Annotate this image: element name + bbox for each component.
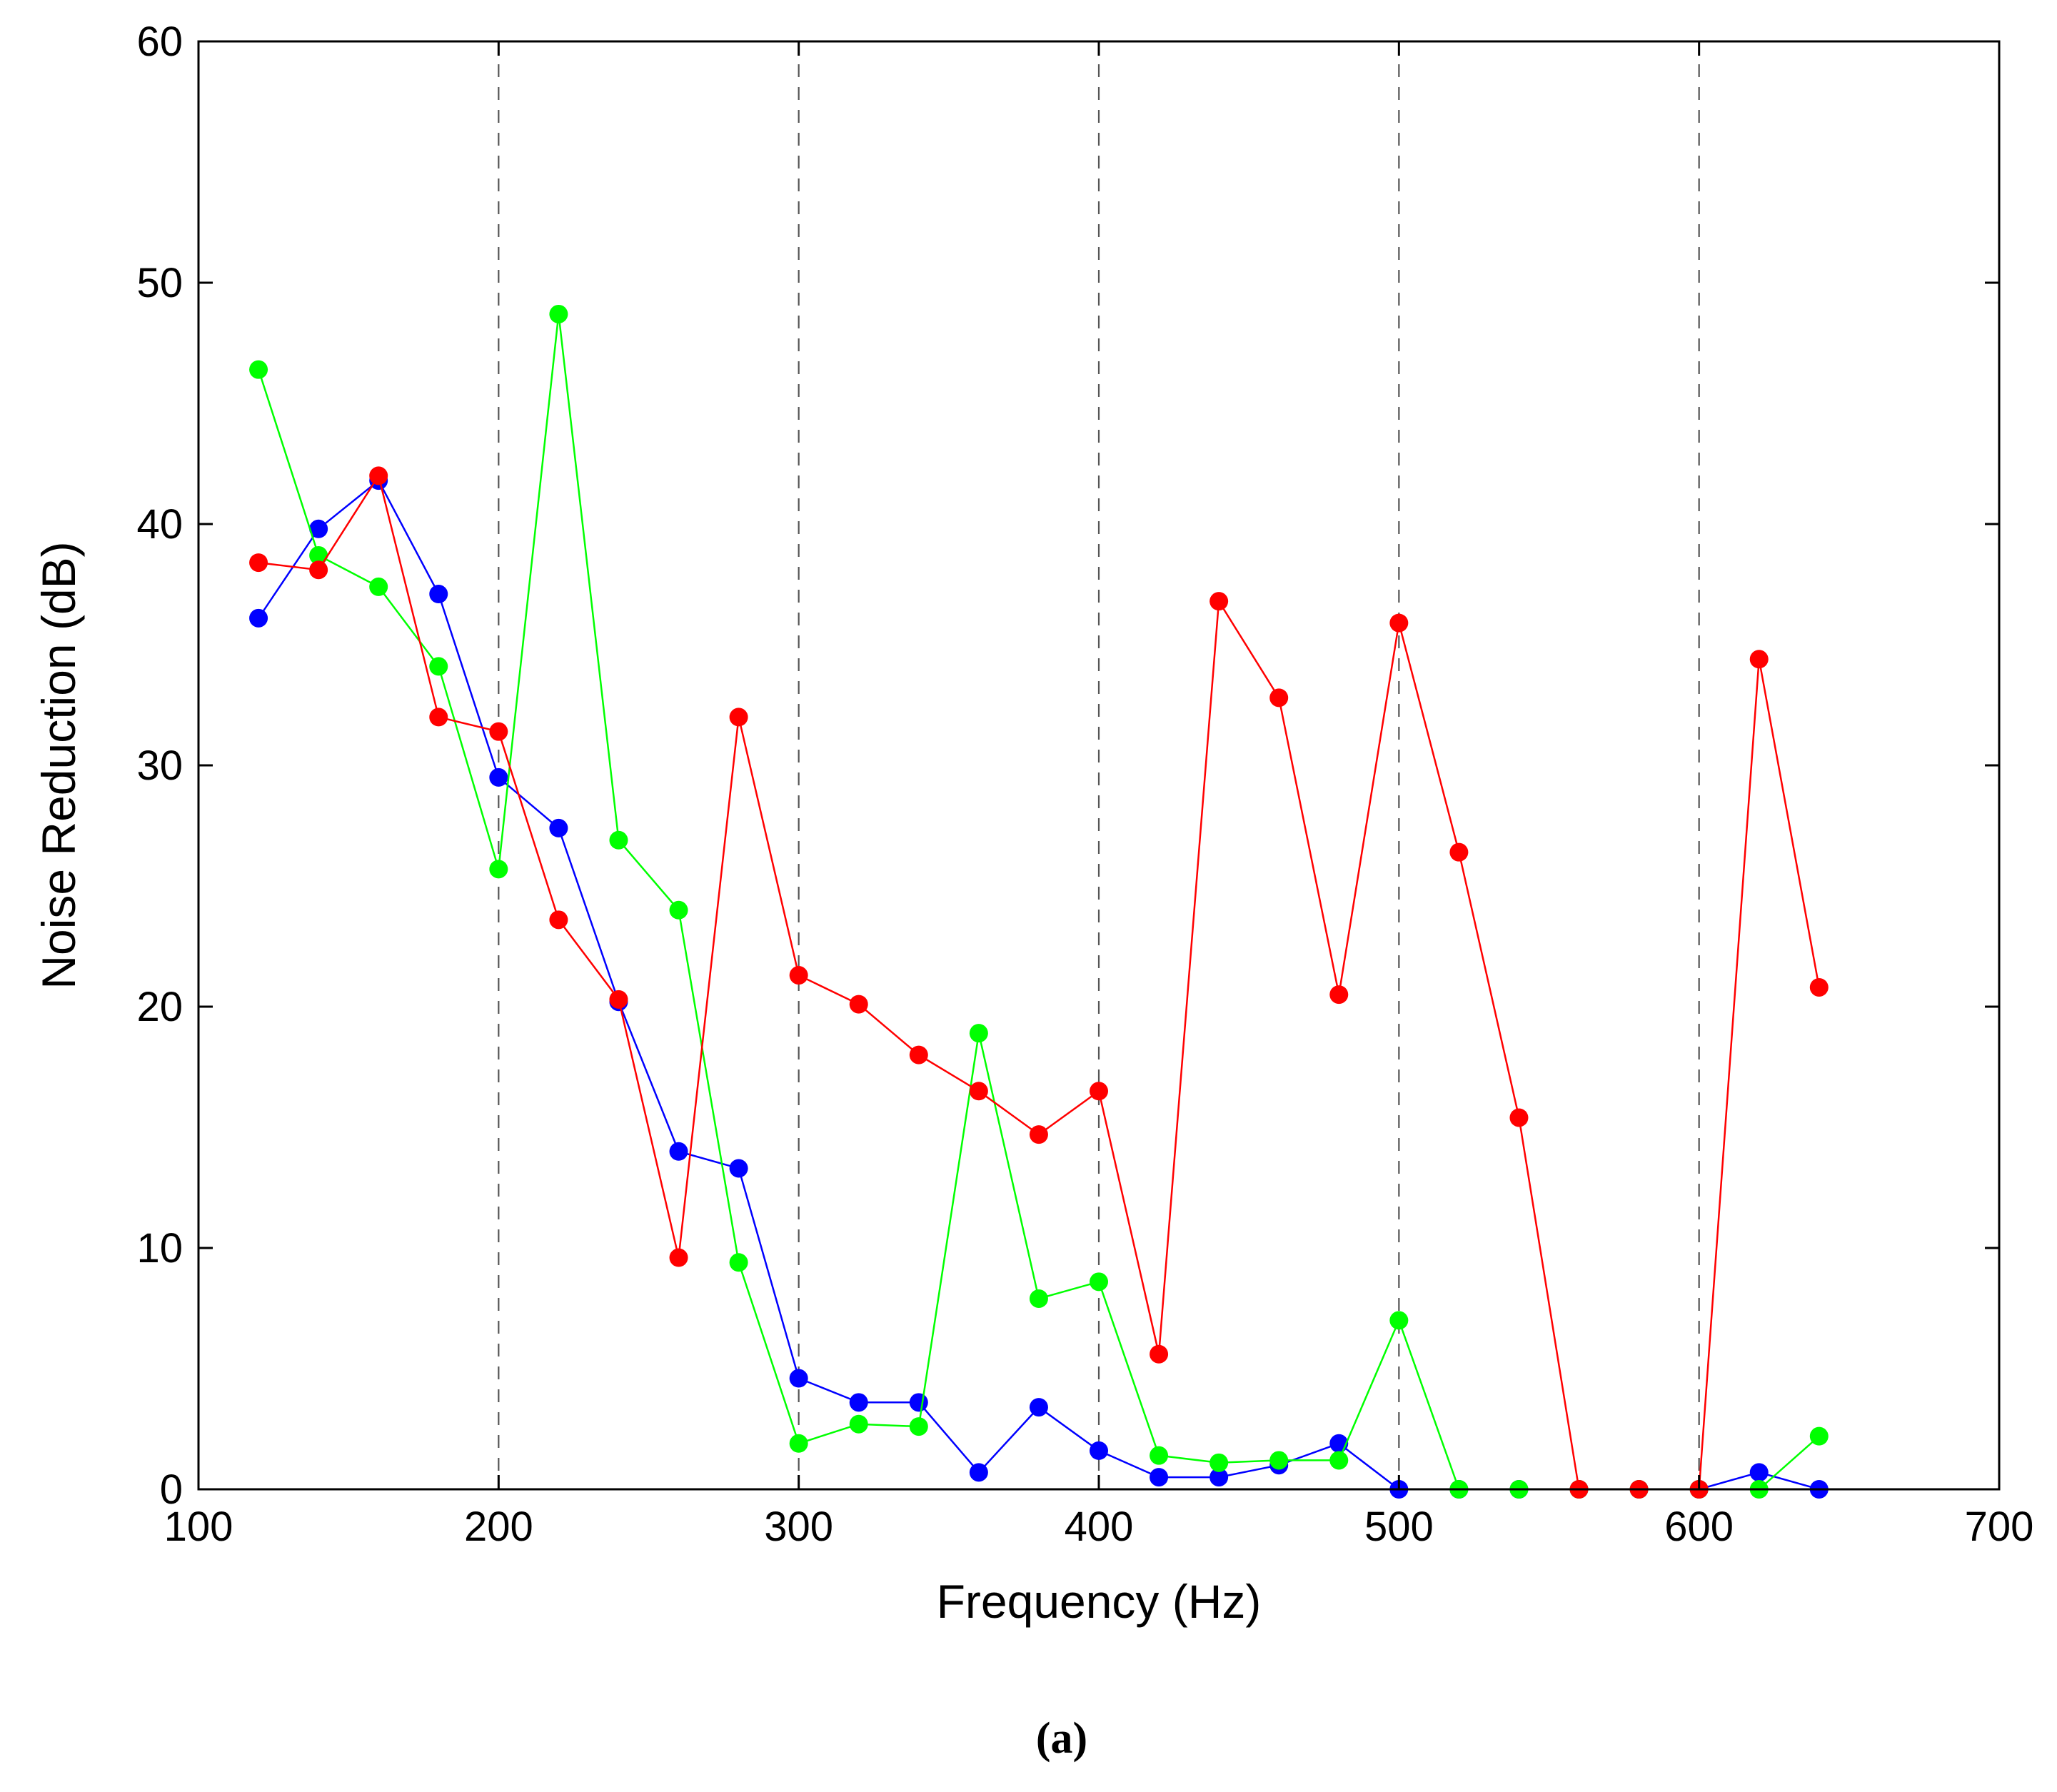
series-green (249, 304, 1829, 1499)
data-point-red (969, 1082, 988, 1101)
data-point-blue (849, 1393, 868, 1412)
figure-caption: (a) (1036, 1714, 1087, 1763)
data-point-red (1150, 1344, 1169, 1364)
data-point-blue (1150, 1468, 1169, 1487)
y-tick-label: 60 (136, 19, 183, 65)
data-point-red (429, 708, 448, 727)
data-point-blue (1749, 1463, 1769, 1482)
y-axis-label: Noise Reduction (dB) (32, 541, 85, 989)
data-point-red (309, 560, 328, 580)
data-point-red (1749, 650, 1769, 669)
data-point-red (849, 995, 868, 1014)
data-point-green (1329, 1451, 1349, 1470)
y-tick-label: 0 (160, 1466, 183, 1513)
data-point-blue (309, 519, 328, 538)
data-point-green (1150, 1446, 1169, 1465)
data-point-green (1090, 1272, 1108, 1292)
data-point-blue (489, 767, 508, 787)
y-tick-label: 10 (136, 1225, 183, 1272)
data-point-green (249, 360, 268, 379)
data-point-red (1029, 1125, 1048, 1144)
data-point-red (1449, 842, 1469, 862)
series-blue (249, 471, 1829, 1499)
data-point-red (1329, 985, 1349, 1005)
data-point-blue (729, 1159, 748, 1178)
data-point-red (1209, 592, 1229, 611)
data-point-red (669, 1248, 688, 1267)
data-point-green (1809, 1426, 1829, 1446)
data-point-red (909, 1045, 928, 1064)
y-tick-label: 40 (136, 501, 183, 548)
data-point-green (969, 1024, 988, 1043)
y-tick-label: 50 (136, 260, 183, 306)
data-point-green (429, 657, 448, 676)
data-point-red (1509, 1108, 1529, 1127)
data-point-green (1209, 1453, 1229, 1472)
data-point-green (549, 304, 568, 323)
data-point-blue (249, 608, 268, 628)
x-tick-label: 400 (1065, 1504, 1134, 1550)
x-tick-label: 600 (1664, 1504, 1734, 1550)
data-point-red (1809, 977, 1829, 997)
data-point-green (849, 1414, 868, 1434)
data-point-green (369, 577, 388, 596)
data-point-green (729, 1253, 748, 1272)
data-point-green (909, 1417, 928, 1436)
data-point-red (1389, 613, 1409, 633)
data-point-green (489, 860, 508, 879)
data-point-red (549, 910, 568, 930)
data-point-red (789, 966, 808, 985)
data-point-green (1269, 1451, 1289, 1470)
data-point-green (309, 545, 328, 565)
series-line-blue (258, 479, 1820, 1491)
series-red (249, 466, 1829, 1499)
y-tick-label: 20 (136, 984, 183, 1030)
data-point-blue (1090, 1441, 1108, 1460)
data-point-red (609, 990, 628, 1009)
data-point-blue (1029, 1398, 1048, 1417)
x-tick-label: 200 (464, 1504, 533, 1550)
data-point-blue (429, 585, 448, 604)
data-point-red (1090, 1082, 1108, 1101)
data-point-green (1389, 1311, 1409, 1330)
x-tick-label: 700 (1965, 1504, 2034, 1550)
data-point-blue (549, 818, 568, 837)
data-point-green (789, 1434, 808, 1453)
data-point-green (1029, 1289, 1048, 1308)
x-axis-label: Frequency (Hz) (937, 1575, 1262, 1628)
data-point-red (249, 553, 268, 573)
series-line-red (258, 473, 1821, 1491)
data-point-green (609, 830, 628, 850)
y-tick-label: 30 (136, 743, 183, 789)
x-tick-label: 300 (764, 1504, 833, 1550)
data-point-blue (969, 1463, 988, 1482)
data-series (249, 304, 1829, 1499)
data-point-blue (789, 1369, 808, 1388)
series-line-green (257, 313, 1820, 1491)
data-point-red (1269, 688, 1289, 708)
data-point-blue (669, 1142, 688, 1161)
data-point-green (669, 900, 688, 920)
axis-ticks: 100 200 300 400 500 600 700 0 10 20 30 40 50 60 (136, 19, 2033, 1550)
data-point-red (729, 708, 748, 727)
data-point-blue (909, 1393, 928, 1412)
x-tick-label: 100 (164, 1504, 233, 1550)
data-point-blue (1209, 1468, 1229, 1487)
data-point-red (369, 466, 388, 485)
x-tick-label: 500 (1364, 1504, 1434, 1550)
gridlines (498, 41, 1700, 1489)
data-point-red (489, 722, 508, 741)
